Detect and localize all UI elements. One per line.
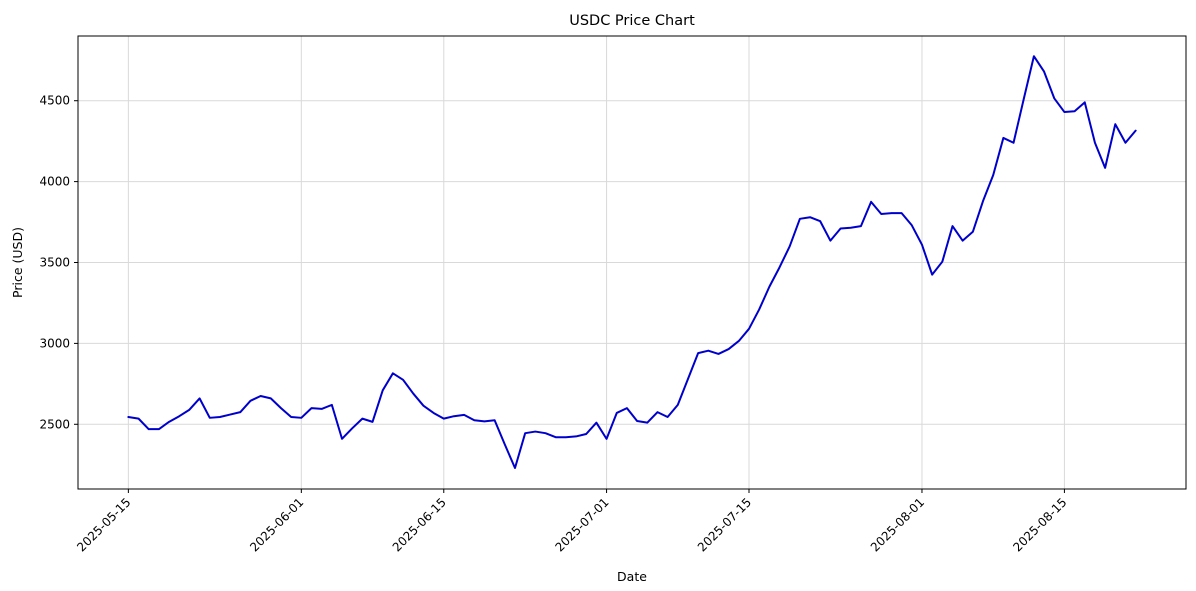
x-axis-label: Date	[617, 569, 647, 584]
x-tick-label: 2025-06-15	[390, 495, 449, 554]
y-tick-label: 2500	[39, 417, 70, 431]
x-tick-label: 2025-08-15	[1010, 495, 1069, 554]
x-tick-label: 2025-07-01	[552, 495, 611, 554]
tick-layer: 2500 3000 3500 4000 4500 2025-05-15 2025-06-01…	[39, 94, 1069, 555]
y-axis-label: Price (USD)	[10, 227, 25, 298]
x-tick-label: 2025-06-01	[247, 495, 306, 554]
y-tick-label: 3000	[39, 336, 70, 350]
grid-layer	[78, 36, 1186, 489]
x-tick-label: 2025-08-01	[868, 495, 927, 554]
x-tick-label: 2025-05-15	[74, 495, 133, 554]
y-tick-label: 4000	[39, 175, 70, 189]
y-tick-label: 4500	[39, 94, 70, 108]
x-tick-label: 2025-07-15	[695, 495, 754, 554]
y-tick-label: 3500	[39, 256, 70, 270]
price-line	[127, 55, 1137, 469]
chart-title: USDC Price Chart	[569, 13, 695, 29]
